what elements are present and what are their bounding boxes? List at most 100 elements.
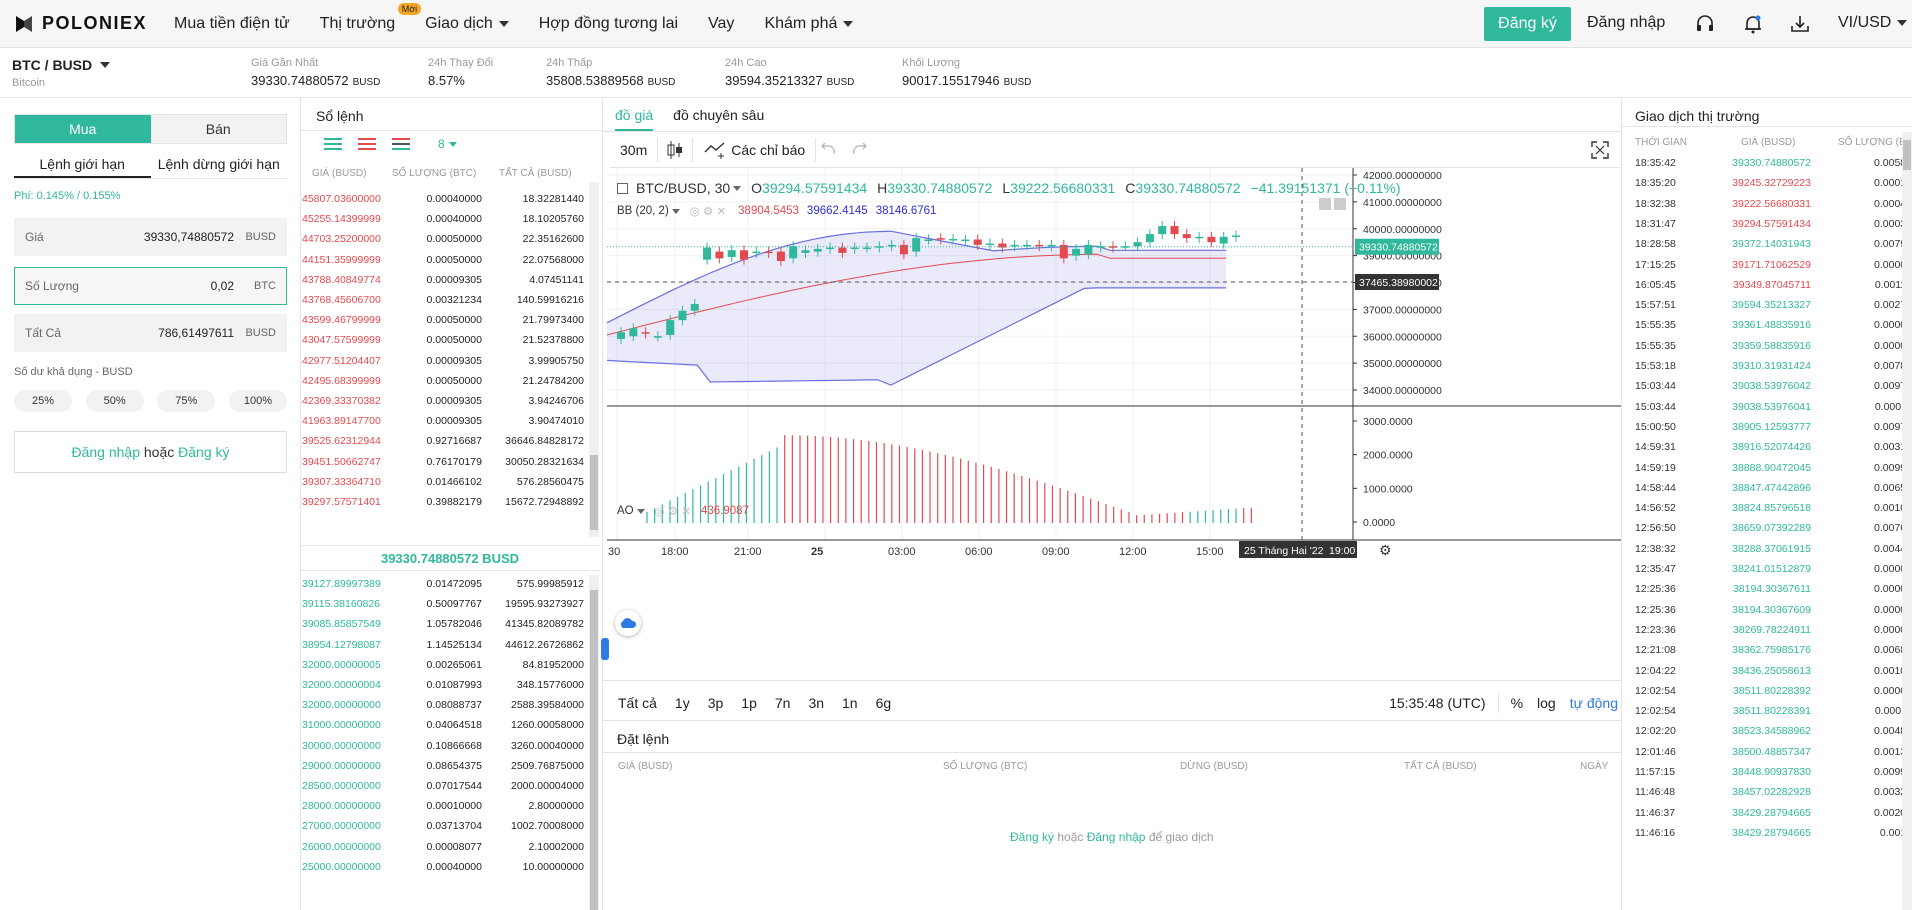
bid-row[interactable]: 25000.00000000 0.00040000 10.00000000	[302, 861, 592, 881]
range-1d[interactable]: 1n	[842, 695, 858, 711]
chart-canvas[interactable]: 42000.00000000 41000.00000000 40000.000000…	[605, 168, 1621, 659]
range-6h[interactable]: 6g	[875, 695, 892, 711]
ask-row[interactable]: 39297.57571401 0.39882179 15672.72948892	[302, 496, 592, 516]
range-all[interactable]: Tất cả	[618, 695, 657, 711]
candle-style-icon[interactable]	[658, 138, 692, 162]
undo-icon[interactable]	[816, 140, 844, 160]
signup-link[interactable]: Đăng ký	[1010, 830, 1055, 844]
bid-row[interactable]: 27000.00000000 0.03713704 1002.70008000	[302, 820, 592, 840]
asks-scrollbar-thumb[interactable]	[590, 455, 598, 530]
nav-futures[interactable]: Hợp đồng tương lai	[538, 14, 679, 32]
bid-row[interactable]: 29000.00000000 0.08654375 2509.76875000	[302, 760, 592, 780]
indicators-button[interactable]: Các chỉ báo	[693, 140, 815, 160]
nav-markets[interactable]: Thị trường Mới	[320, 2, 422, 33]
signup-button[interactable]: Đăng ký	[1484, 7, 1571, 41]
ask-row[interactable]: 39307.33364710 0.01466102 576.28560475	[302, 476, 592, 496]
ask-row[interactable]: 45255.14399999 0.00040000 18.10205760	[302, 213, 592, 233]
bid-row[interactable]: 32000.00000005 0.00265061 84.81952000	[302, 659, 592, 679]
bid-row[interactable]: 28500.00000000 0.07017544 2000.00004000	[302, 780, 592, 800]
total-field[interactable]: Tất Cả 786,61497611 BUSD	[14, 314, 287, 352]
bid-row[interactable]: 31000.00000000 0.04064518 1260.00058000	[302, 719, 592, 739]
collapse-icon[interactable]	[617, 182, 628, 194]
ao-label[interactable]: AO	[617, 505, 634, 517]
ask-row[interactable]: 39525.62312944 0.92716687 36646.84828172	[302, 435, 592, 455]
auto-scale-toggle[interactable]: tự động	[1569, 695, 1618, 711]
sell-tab[interactable]: Bán	[150, 115, 286, 143]
nav-trade[interactable]: Giao dịch	[425, 15, 509, 33]
tab-depth-chart[interactable]: đồ chuyên sâu	[673, 107, 765, 123]
bids-view-icon[interactable]	[390, 136, 412, 152]
quantity-field[interactable]: Số Lượng 0,02 BTC	[14, 267, 287, 305]
pair-selector[interactable]: BTC / BUSD	[12, 57, 111, 73]
range-1m[interactable]: 1p	[741, 695, 757, 711]
bid-row[interactable]: 39085.85857549 1.05782046 41345.82089782	[302, 618, 592, 638]
ask-row[interactable]: 42977.51204407 0.00009305 3.99905750	[302, 355, 592, 375]
bid-row[interactable]: 39115.38160826 0.50097767 19595.93273927	[302, 598, 592, 618]
ask-row[interactable]: 44703.25200000 0.00050000 22.35162600	[302, 233, 592, 253]
both-sides-view-icon[interactable]	[322, 136, 344, 152]
trades-scrollbar[interactable]	[1902, 132, 1912, 910]
panel-collapse-handle[interactable]	[601, 638, 609, 660]
tab-stop-limit-order[interactable]: Lệnh dừng giới hạn	[157, 156, 280, 172]
indicator-settings-icons[interactable]: ◎ ⚙ ✕	[654, 506, 691, 518]
tradingview-logo[interactable]	[615, 610, 641, 636]
buy-tab[interactable]: Mua	[15, 115, 151, 143]
range-1y[interactable]: 1y	[674, 695, 690, 711]
trades-scrollbar-thumb[interactable]	[1903, 140, 1911, 170]
signup-link[interactable]: Đăng ký	[178, 444, 230, 460]
asks-scrollbar[interactable]	[589, 182, 599, 537]
ask-row[interactable]: 43768.45606700 0.00321234 140.59916216	[302, 294, 592, 314]
language-currency-selector[interactable]: VI/USD	[1838, 14, 1908, 32]
ask-row[interactable]: 43047.57599999 0.00050000 21.52378800	[302, 334, 592, 354]
nav-loan[interactable]: Vay	[708, 14, 735, 32]
bb-label[interactable]: BB (20, 2)	[617, 205, 669, 217]
pane-down-icon[interactable]	[1319, 198, 1331, 210]
percent-scale-toggle[interactable]: %	[1510, 695, 1524, 711]
ask-row[interactable]: 44151.35999999 0.00050000 22.07568000	[302, 254, 592, 274]
ask-row[interactable]: 42369.33370382 0.00009305 3.94246706	[302, 395, 592, 415]
range-7d[interactable]: 7n	[774, 695, 791, 711]
asks-view-icon[interactable]	[356, 136, 378, 152]
price-chart[interactable]: 42000.00000000 41000.00000000 40000.000000…	[605, 168, 1621, 659]
pct-75-button[interactable]: 75%	[157, 390, 216, 412]
pane-maximize-icon[interactable]	[1334, 198, 1346, 210]
log-scale-toggle[interactable]: log	[1537, 695, 1556, 711]
bid-row[interactable]: 26000.00000000 0.00008077 2.10002000	[302, 841, 592, 861]
utc-clock[interactable]: 15:35:48 (UTC)	[1389, 695, 1486, 711]
bid-row[interactable]: 28000.00000000 0.00010000 2.80000000	[302, 800, 592, 820]
bell-icon[interactable]	[1742, 13, 1764, 35]
redo-icon[interactable]	[844, 140, 872, 160]
bid-row[interactable]: 30000.00000000 0.10866668 3260.00040000	[302, 740, 592, 760]
tab-price-chart[interactable]: đồ giá	[615, 107, 654, 131]
pane-controls[interactable]	[1319, 198, 1346, 210]
nav-explore[interactable]: Khám phá	[764, 15, 854, 33]
ask-row[interactable]: 41963.89147700 0.00009305 3.90474010	[302, 415, 592, 435]
nav-buy-crypto[interactable]: Mua tiền điện tử	[174, 14, 290, 32]
bid-row[interactable]: 38954.12798087 1.14525134 44612.26726862	[302, 639, 592, 659]
ask-row[interactable]: 43599.46799999 0.00050000 21.79973400	[302, 314, 592, 334]
bids-scrollbar-thumb[interactable]	[590, 590, 598, 910]
ask-row[interactable]: 39451.50662747 0.76170179 30050.28321634	[302, 456, 592, 476]
login-link[interactable]: Đăng nhập	[71, 444, 140, 460]
interval-button[interactable]: 30m	[620, 141, 648, 158]
range-3m[interactable]: 3p	[707, 695, 724, 711]
bid-row[interactable]: 39127.89997389 0.01472095 575.99985912	[302, 578, 592, 598]
range-3d[interactable]: 3n	[808, 695, 825, 711]
pct-25-button[interactable]: 25%	[14, 390, 72, 412]
login-link[interactable]: Đăng nhập	[1587, 14, 1666, 31]
headset-icon[interactable]	[1694, 13, 1716, 35]
depth-selector[interactable]: 8	[438, 137, 457, 151]
fullscreen-icon[interactable]	[1588, 138, 1612, 162]
pct-100-button[interactable]: 100%	[228, 390, 287, 412]
ask-row[interactable]: 43788.40849774 0.00009305 4.07451141	[302, 274, 592, 294]
indicator-settings-icons[interactable]: ◎ ⚙ ✕	[689, 206, 727, 218]
bid-row[interactable]: 32000.00000000 0.08088737 2588.39584000	[302, 699, 592, 719]
logo[interactable]: POLONIEX	[14, 13, 174, 34]
download-icon[interactable]	[1789, 13, 1811, 35]
tab-limit-order[interactable]: Lệnh giới hạn	[14, 156, 151, 178]
bid-row[interactable]: 32000.00000004 0.01087993 348.15776000	[302, 679, 592, 699]
login-link[interactable]: Đăng nhập	[1086, 830, 1146, 844]
price-field[interactable]: Giá 39330,74880572 BUSD	[14, 218, 287, 256]
ask-row[interactable]: 45807.03600000 0.00040000 18.32281440	[302, 193, 592, 213]
ask-row[interactable]: 42495.68399999 0.00050000 21.24784200	[302, 375, 592, 395]
